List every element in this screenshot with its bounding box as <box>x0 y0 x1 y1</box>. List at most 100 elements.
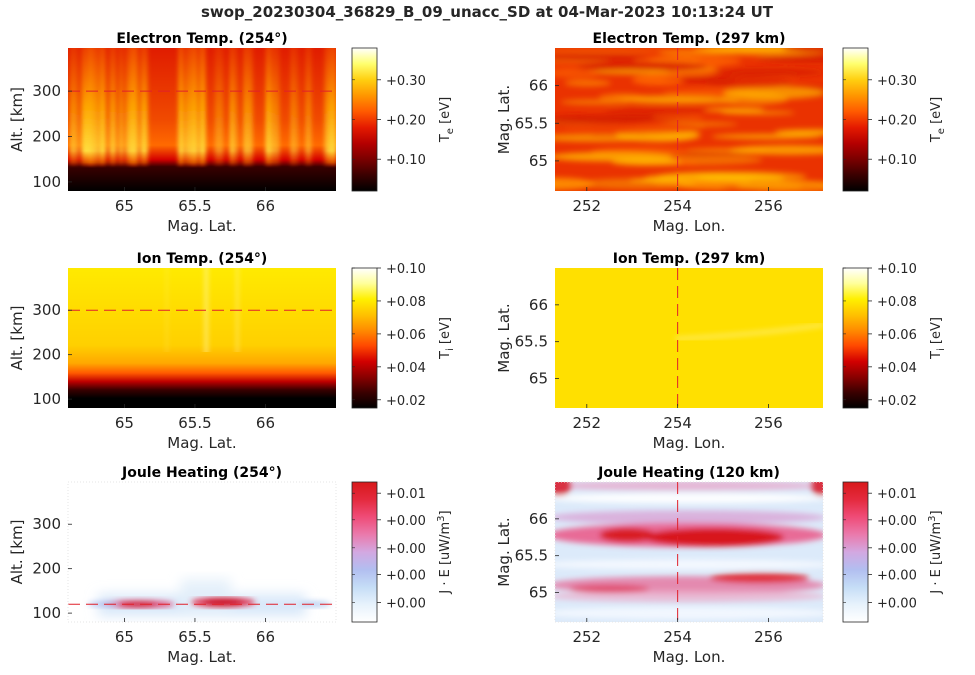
colorbar-scale <box>842 267 869 409</box>
colorbar-tick-label: +0.00 <box>386 596 426 611</box>
y-tick-label: 200 <box>32 560 61 578</box>
x-tick-label: 256 <box>754 628 783 646</box>
x-axis-label: Mag. Lon. <box>653 434 726 452</box>
colorbar-tick-label: +0.30 <box>386 74 426 89</box>
x-tick-label: 252 <box>572 628 601 646</box>
colorbar-label: Te [eV] <box>438 97 456 143</box>
colorbar-tick-label: +0.00 <box>386 514 426 529</box>
x-tick-label: 65 <box>115 628 134 646</box>
panel-title: Joule Heating (120 km) <box>597 465 780 481</box>
x-tick-label: 66 <box>256 628 275 646</box>
x-tick-label: 252 <box>572 414 601 432</box>
y-tick-label: 65 <box>529 584 548 602</box>
colorbar-tick-label: +0.06 <box>877 328 917 343</box>
x-axis-label: Mag. Lon. <box>653 217 726 235</box>
colorbar-scale <box>351 267 378 409</box>
x-tick-label: 256 <box>754 197 783 215</box>
y-axis-label: Alt. [km] <box>8 520 26 585</box>
colorbar-tick-label: +0.02 <box>386 394 426 409</box>
colorbar-label: J · E [uW/m3] <box>927 510 944 594</box>
y-tick-label: 300 <box>32 82 61 100</box>
panel-title: Joule Heating (254°) <box>121 465 282 481</box>
x-tick-label: 254 <box>663 628 692 646</box>
x-tick-label: 252 <box>572 197 601 215</box>
colorbar-tick-label: +0.00 <box>386 568 426 583</box>
colorbar-tick-label: +0.20 <box>386 114 426 129</box>
colorbar-tick-label: +0.02 <box>877 394 917 409</box>
x-axis-label: Mag. Lat. <box>167 648 236 666</box>
panel-p6: Joule Heating (120 km) 252 254 256 65 65.5 66 M… <box>495 465 944 666</box>
colorbar: +0.00 +0.00 +0.00 +0.00 +0.01 J · E [uW/m3] <box>842 481 944 623</box>
panel-title: Ion Temp. (297 km) <box>613 251 765 267</box>
panel-p1: Electron Temp. (254°) 65 65.5 66 100 200 300 Ma… <box>8 31 456 235</box>
x-tick-label: 256 <box>754 414 783 432</box>
colorbar-label: Ti [eV] <box>438 317 456 360</box>
y-tick-label: 200 <box>32 128 61 146</box>
x-tick-label: 66 <box>256 414 275 432</box>
colorbar-label: J · E [uW/m3] <box>436 510 453 594</box>
y-axis-label: Mag. Lat. <box>495 517 513 586</box>
colorbar-tick-label: +0.08 <box>386 295 426 310</box>
y-tick-label: 100 <box>32 173 61 191</box>
panel-p2: Electron Temp. (297 km) 252 254 256 65 65.5 66… <box>495 31 947 235</box>
colorbar: +0.02 +0.04 +0.06 +0.08 +0.10 Ti [eV] <box>842 262 947 409</box>
y-tick-label: 66 <box>529 510 548 528</box>
colorbar-label: Ti [eV] <box>929 317 947 360</box>
y-tick-label: 65.5 <box>515 547 548 565</box>
colorbar-tick-label: +0.10 <box>877 262 917 277</box>
colorbar-scale <box>842 481 869 623</box>
colorbar-scale <box>351 47 378 192</box>
x-tick-label: 66 <box>256 197 275 215</box>
heatmap-field <box>68 48 336 191</box>
x-tick-label: 65.5 <box>178 628 211 646</box>
y-tick-label: 65 <box>529 152 548 170</box>
x-axis-label: Mag. Lat. <box>167 217 236 235</box>
colorbar-tick-label: +0.04 <box>386 361 426 376</box>
colorbar-tick-label: +0.30 <box>877 74 917 89</box>
colorbar-scale <box>842 47 869 192</box>
x-tick-label: 254 <box>663 414 692 432</box>
y-axis-label: Mag. Lat. <box>495 85 513 154</box>
heatmap-field <box>68 268 336 408</box>
y-axis-label: Alt. [km] <box>8 306 26 371</box>
panel-p5: Joule Heating (254°) 65 65.5 66 100 200 300 Mag… <box>8 465 453 666</box>
heatmap-field <box>68 482 336 622</box>
y-tick-label: 300 <box>32 515 61 533</box>
colorbar-tick-label: +0.00 <box>386 542 426 557</box>
colorbar-tick-label: +0.00 <box>877 542 917 557</box>
y-tick-label: 65.5 <box>515 114 548 132</box>
y-axis-label: Mag. Lat. <box>495 303 513 372</box>
colorbar-tick-label: +0.04 <box>877 361 917 376</box>
colorbar: +0.00 +0.00 +0.00 +0.00 +0.01 J · E [uW/m3] <box>351 481 453 623</box>
y-tick-label: 200 <box>32 346 61 364</box>
colorbar-tick-label: +0.10 <box>386 153 426 168</box>
colorbar-tick-label: +0.10 <box>877 153 917 168</box>
panel-title: Electron Temp. (297 km) <box>593 31 786 47</box>
heatmap-field <box>555 268 823 408</box>
x-axis-label: Mag. Lon. <box>653 648 726 666</box>
figure-title: swop_20230304_36829_B_09_unacc_SD at 04-… <box>201 3 774 21</box>
heatmap-field <box>555 482 823 622</box>
colorbar-tick-label: +0.00 <box>877 596 917 611</box>
colorbar-tick-label: +0.20 <box>877 114 917 129</box>
y-tick-label: 65.5 <box>515 333 548 351</box>
x-axis-label: Mag. Lat. <box>167 434 236 452</box>
colorbar-tick-label: +0.00 <box>877 568 917 583</box>
colorbar: +0.10 +0.20 +0.30 Te [eV] <box>351 47 456 192</box>
y-tick-label: 100 <box>32 604 61 622</box>
y-tick-label: 66 <box>529 77 548 95</box>
colorbar-tick-label: +0.08 <box>877 295 917 310</box>
heatmap-field <box>555 48 823 191</box>
panel-p4: Ion Temp. (297 km) 252 254 256 65 65.5 66 Mag. … <box>495 251 947 452</box>
colorbar: +0.10 +0.20 +0.30 Te [eV] <box>842 47 947 192</box>
x-tick-label: 254 <box>663 197 692 215</box>
colorbar-label: Te [eV] <box>929 97 947 143</box>
y-tick-label: 100 <box>32 390 61 408</box>
panel-title: Ion Temp. (254°) <box>137 251 268 267</box>
x-tick-label: 65 <box>115 414 134 432</box>
y-tick-label: 300 <box>32 301 61 319</box>
colorbar-tick-label: +0.01 <box>877 487 917 502</box>
colorbar: +0.02 +0.04 +0.06 +0.08 +0.10 Ti [eV] <box>351 262 456 409</box>
colorbar-tick-label: +0.06 <box>386 328 426 343</box>
